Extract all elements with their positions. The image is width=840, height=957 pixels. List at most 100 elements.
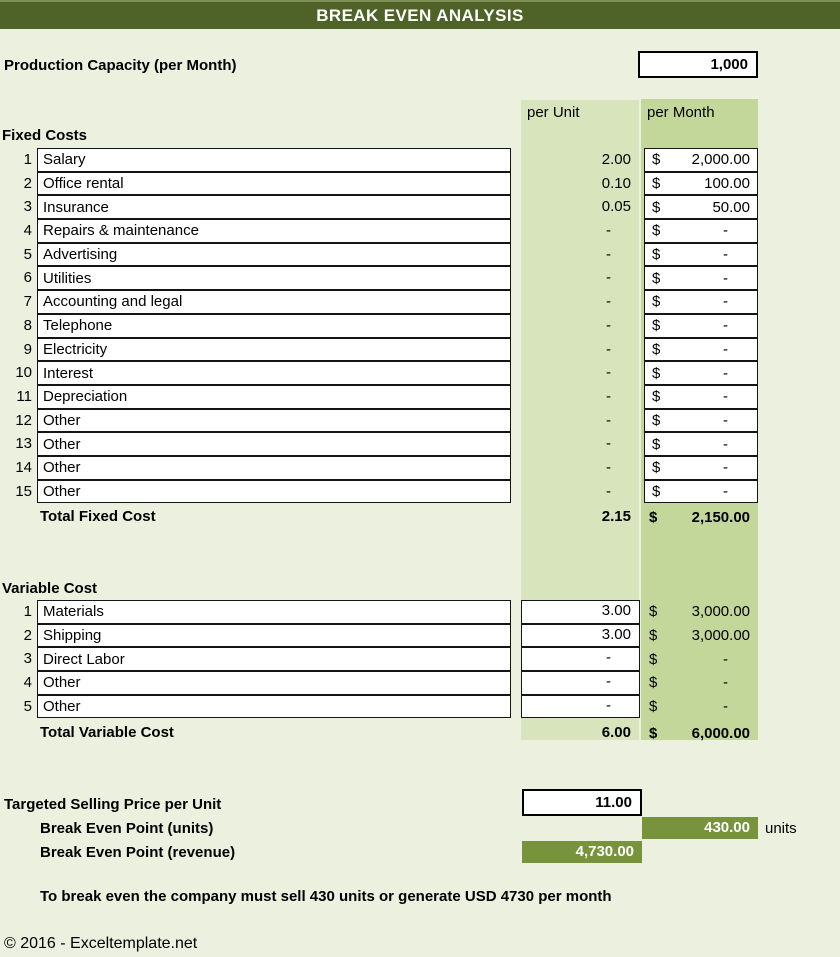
per-unit-value: 2.00 bbox=[601, 151, 631, 168]
per-month-value: 50.00 bbox=[712, 198, 750, 216]
currency-symbol: $ bbox=[652, 317, 661, 335]
cost-name-input[interactable]: Other bbox=[37, 408, 511, 433]
total-variable-cost-row: Total Variable Cost 6.00 $ 6,000.00 bbox=[0, 721, 840, 745]
copyright-footer: © 2016 - Exceltemplate.net bbox=[4, 935, 198, 952]
per-month-value: - bbox=[723, 411, 728, 429]
row-number: 3 bbox=[23, 650, 32, 668]
per-month-value: - bbox=[723, 364, 728, 382]
per-month-input[interactable]: $ - bbox=[644, 455, 758, 480]
per-unit-input[interactable]: 3.00 bbox=[521, 623, 640, 648]
per-unit-value: - bbox=[606, 340, 611, 358]
currency-symbol: $ bbox=[652, 388, 661, 406]
currency-symbol: $ bbox=[652, 364, 661, 382]
variable-cost-row: 3 Direct Labor - $ - bbox=[0, 647, 840, 672]
per-unit-input[interactable]: - bbox=[521, 647, 640, 672]
fixed-cost-row: 3 Insurance 0.05 $ 50.00 bbox=[0, 195, 840, 220]
total-variable-per-month-amount: 6,000.00 bbox=[691, 724, 750, 742]
cost-name-input[interactable]: Materials bbox=[37, 600, 511, 624]
per-month-value-cell: $ - bbox=[641, 695, 758, 719]
per-unit-value: - bbox=[606, 364, 611, 382]
cost-name-input[interactable]: Other bbox=[37, 455, 511, 480]
fixed-cost-row: 5 Advertising - $ - bbox=[0, 242, 840, 267]
per-unit-input[interactable]: 3.00 bbox=[521, 600, 640, 624]
currency-symbol: $ bbox=[649, 724, 658, 742]
cost-name-input[interactable]: Other bbox=[37, 479, 511, 504]
per-month-input[interactable]: $ - bbox=[644, 219, 758, 243]
per-month-input[interactable]: $ 2,000.00 bbox=[644, 148, 758, 172]
per-unit-value: - bbox=[606, 245, 611, 263]
per-month-value: - bbox=[723, 222, 728, 240]
cost-name-input[interactable]: Office rental bbox=[37, 171, 511, 196]
cost-name-input[interactable]: Insurance bbox=[37, 195, 511, 220]
row-number: 4 bbox=[23, 674, 32, 692]
production-capacity-input[interactable]: 1,000 bbox=[638, 51, 758, 78]
cost-name-input[interactable]: Repairs & maintenance bbox=[37, 219, 511, 243]
per-month-value: - bbox=[723, 698, 728, 716]
currency-symbol: $ bbox=[652, 411, 661, 429]
cost-name-input[interactable]: Shipping bbox=[37, 623, 511, 648]
cost-name-input[interactable]: Utilities bbox=[37, 266, 511, 291]
per-month-value: - bbox=[723, 459, 728, 477]
per-month-input[interactable]: $ - bbox=[644, 479, 758, 504]
row-number: 5 bbox=[23, 245, 32, 263]
per-month-input[interactable]: $ 100.00 bbox=[644, 171, 758, 196]
per-month-value: - bbox=[723, 482, 728, 500]
per-month-input[interactable]: $ - bbox=[644, 313, 758, 338]
production-capacity-label: Production Capacity (per Month) bbox=[4, 57, 237, 74]
per-month-input[interactable]: $ - bbox=[644, 384, 758, 409]
cost-name-input[interactable]: Depreciation bbox=[37, 384, 511, 409]
title-bar: BREAK EVEN ANALYSIS bbox=[0, 0, 840, 29]
row-number: 8 bbox=[23, 316, 32, 334]
row-number: 3 bbox=[23, 198, 32, 216]
cost-name-input[interactable]: Interest bbox=[37, 361, 511, 385]
cost-name-input[interactable]: Direct Labor bbox=[37, 647, 511, 672]
row-number: 2 bbox=[23, 174, 32, 192]
break-even-revenue-value: 4,730.00 bbox=[522, 841, 642, 863]
row-number: 7 bbox=[23, 293, 32, 311]
fixed-costs-rows: 1 Salary 2.00 $ 2,000.00 2 Office rental… bbox=[0, 148, 840, 504]
per-month-input[interactable]: $ - bbox=[644, 337, 758, 362]
cost-name-input[interactable]: Electricity bbox=[37, 337, 511, 362]
column-header-per-month: per Month bbox=[647, 104, 715, 121]
selling-price-input[interactable]: 11.00 bbox=[522, 789, 642, 816]
total-fixed-cost-row: Total Fixed Cost 2.15 $ 2,150.00 bbox=[0, 505, 840, 529]
per-month-input[interactable]: $ 50.00 bbox=[644, 195, 758, 220]
fixed-costs-section-label: Fixed Costs bbox=[2, 127, 88, 144]
cost-name-input[interactable]: Salary bbox=[37, 148, 511, 172]
break-even-units-label: Break Even Point (units) bbox=[40, 820, 214, 837]
fixed-cost-row: 9 Electricity - $ - bbox=[0, 337, 840, 362]
per-month-input[interactable]: $ - bbox=[644, 408, 758, 433]
per-month-input[interactable]: $ - bbox=[644, 432, 758, 456]
cost-name-input[interactable]: Telephone bbox=[37, 313, 511, 338]
currency-symbol: $ bbox=[652, 482, 661, 500]
total-variable-cost-label: Total Variable Cost bbox=[40, 724, 174, 741]
per-month-value: 100.00 bbox=[704, 175, 750, 193]
total-fixed-cost-label: Total Fixed Cost bbox=[40, 508, 156, 525]
break-even-revenue-label: Break Even Point (revenue) bbox=[40, 844, 236, 861]
per-unit-value: 0.05 bbox=[601, 198, 631, 216]
row-number: 1 bbox=[23, 151, 32, 168]
per-month-input[interactable]: $ - bbox=[644, 242, 758, 267]
currency-symbol: $ bbox=[649, 650, 658, 668]
per-unit-value: - bbox=[606, 411, 611, 429]
cost-name-input[interactable]: Advertising bbox=[37, 242, 511, 267]
fixed-cost-row: 15 Other - $ - bbox=[0, 479, 840, 504]
per-month-value: - bbox=[723, 317, 728, 335]
cost-name-input[interactable]: Accounting and legal bbox=[37, 290, 511, 314]
cost-name-input[interactable]: Other bbox=[37, 671, 511, 695]
variable-cost-row: 1 Materials 3.00 $ 3,000.00 bbox=[0, 600, 840, 624]
summary-note: To break even the company must sell 430 … bbox=[40, 888, 612, 905]
per-month-input[interactable]: $ - bbox=[644, 290, 758, 314]
per-month-input[interactable]: $ - bbox=[644, 361, 758, 385]
row-number: 9 bbox=[23, 340, 32, 358]
per-month-value-cell: $ 3,000.00 bbox=[641, 600, 758, 624]
per-month-input[interactable]: $ - bbox=[644, 266, 758, 291]
per-unit-input[interactable]: - bbox=[521, 671, 640, 695]
total-fixed-per-month-amount: 2,150.00 bbox=[691, 508, 750, 526]
cost-name-input[interactable]: Other bbox=[37, 694, 511, 719]
per-month-value: - bbox=[723, 650, 728, 668]
per-unit-input[interactable]: - bbox=[521, 694, 640, 719]
cost-name-input[interactable]: Other bbox=[37, 432, 511, 456]
currency-symbol: $ bbox=[652, 293, 661, 311]
fixed-cost-row: 1 Salary 2.00 $ 2,000.00 bbox=[0, 148, 840, 172]
